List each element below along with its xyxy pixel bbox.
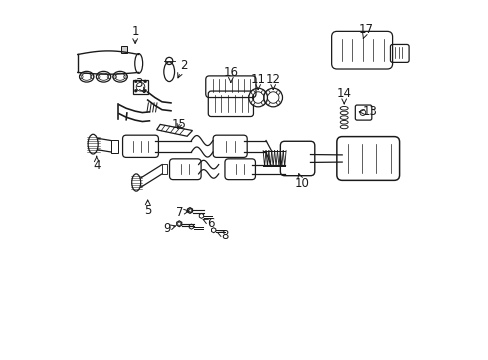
Text: 6: 6 (203, 216, 214, 230)
Text: 1: 1 (131, 25, 139, 44)
Text: 14: 14 (336, 87, 351, 104)
Circle shape (143, 80, 146, 83)
Text: 2: 2 (177, 59, 187, 78)
Bar (162, 164, 167, 174)
Circle shape (143, 89, 146, 92)
Text: 13: 13 (359, 105, 377, 118)
Text: 17: 17 (358, 23, 373, 39)
Circle shape (261, 91, 264, 94)
Text: 15: 15 (171, 118, 186, 131)
Bar (111, 140, 117, 153)
Text: 8: 8 (217, 229, 228, 242)
Text: 7: 7 (176, 206, 188, 219)
Bar (121, 46, 127, 53)
Text: 4: 4 (93, 156, 101, 172)
Circle shape (134, 80, 137, 83)
Circle shape (276, 101, 280, 104)
Text: 9: 9 (163, 222, 175, 235)
Circle shape (266, 91, 269, 94)
Text: 5: 5 (143, 200, 151, 217)
Circle shape (251, 101, 254, 104)
Text: 16: 16 (223, 66, 238, 82)
Text: 3: 3 (135, 77, 144, 93)
Circle shape (251, 91, 254, 94)
Circle shape (266, 101, 269, 104)
Circle shape (276, 91, 280, 94)
Bar (133, 80, 147, 94)
Text: 10: 10 (294, 174, 309, 190)
Circle shape (261, 101, 264, 104)
Text: 12: 12 (265, 73, 280, 89)
Circle shape (134, 89, 137, 92)
Text: 11: 11 (250, 73, 265, 89)
